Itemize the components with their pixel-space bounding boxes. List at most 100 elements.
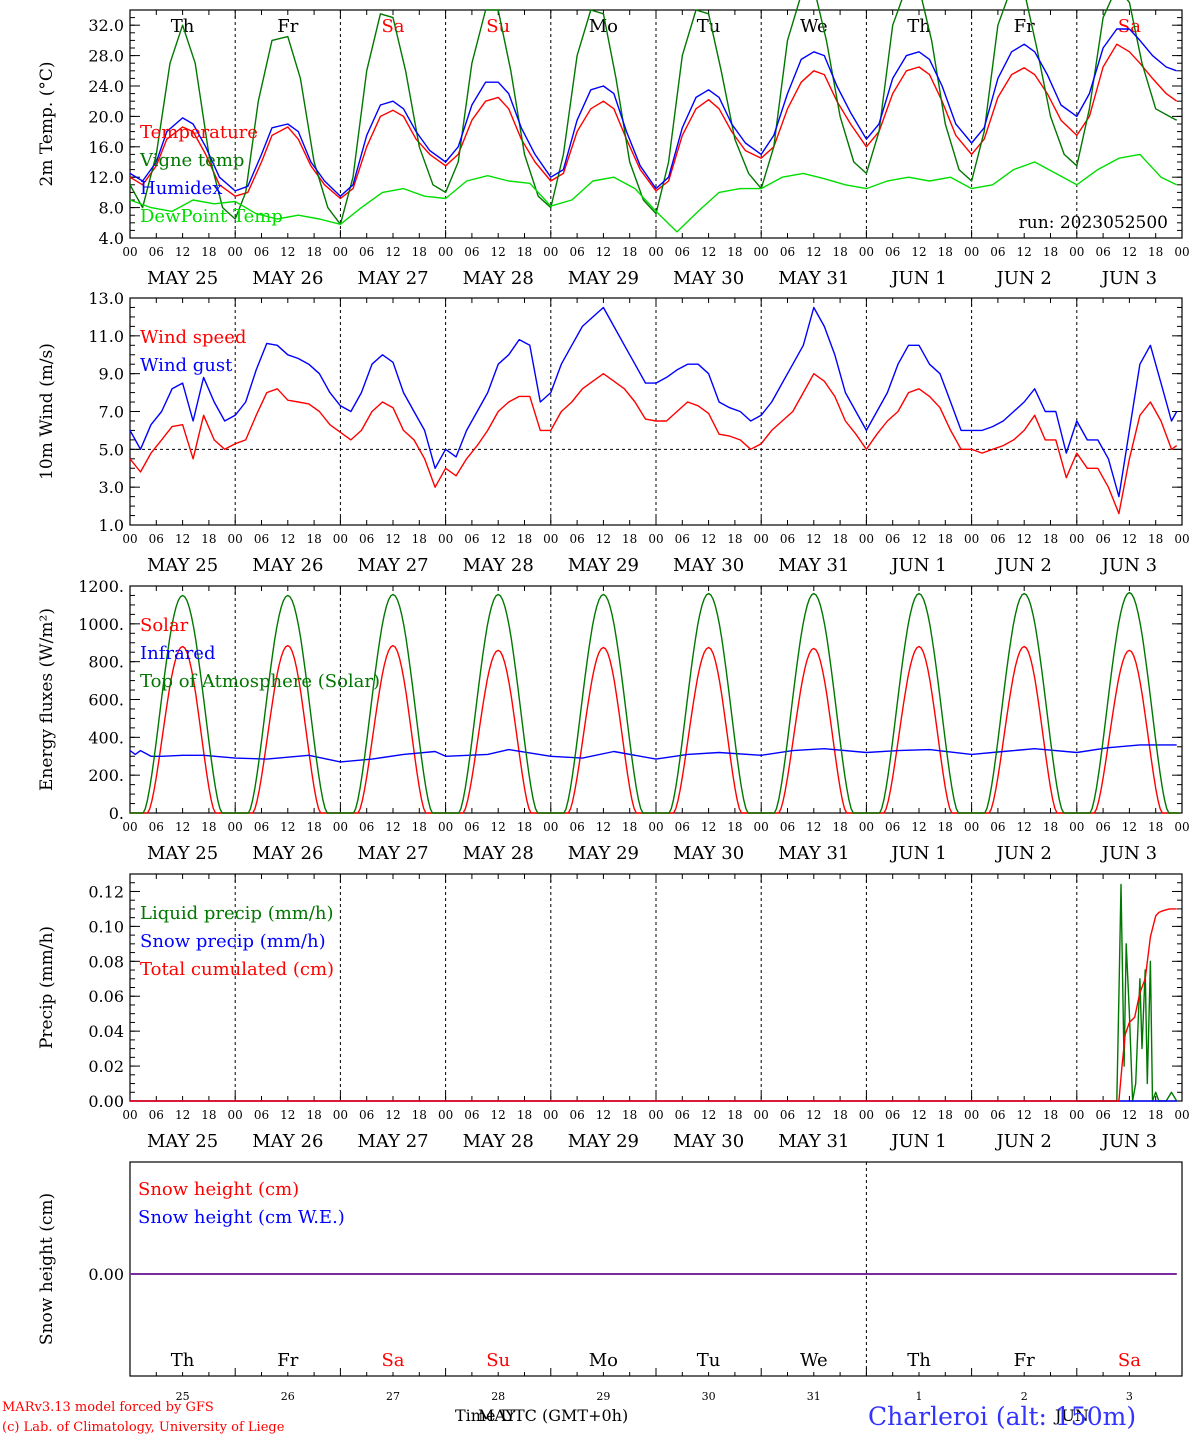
y-tick-label: 0.06 xyxy=(88,987,124,1006)
hour-tick-label: 18 xyxy=(1043,532,1058,546)
hour-tick-label: 18 xyxy=(517,245,532,259)
hour-tick-label: 06 xyxy=(675,1108,690,1122)
weekday-label: Su xyxy=(486,16,510,37)
day-number-label: 30 xyxy=(702,1390,716,1403)
hour-tick-label: 18 xyxy=(727,245,742,259)
hour-tick-label: 06 xyxy=(254,532,269,546)
hour-tick-label: 12 xyxy=(175,820,190,834)
hour-tick-label: 18 xyxy=(517,532,532,546)
date-label: MAY 26 xyxy=(252,268,323,289)
date-label: JUN 2 xyxy=(995,1131,1052,1152)
hour-tick-label: 12 xyxy=(491,820,506,834)
hour-tick-label: 00 xyxy=(543,1108,558,1122)
hour-tick-label: 18 xyxy=(832,532,847,546)
hour-tick-label: 00 xyxy=(333,532,348,546)
y-tick-label: 8.0 xyxy=(99,199,124,218)
hour-tick-label: 06 xyxy=(359,245,374,259)
hour-tick-label: 12 xyxy=(806,245,821,259)
hour-tick-label: 12 xyxy=(911,820,926,834)
hour-tick-label: 00 xyxy=(754,245,769,259)
hour-tick-label: 06 xyxy=(149,532,164,546)
hour-tick-label: 12 xyxy=(806,1108,821,1122)
station-label: Charleroi (alt: 150m) xyxy=(868,1402,1137,1431)
weekday-label: Fr xyxy=(1014,16,1035,37)
hour-tick-label: 12 xyxy=(1017,1108,1032,1122)
hour-tick-label: 18 xyxy=(938,1108,953,1122)
hour-tick-label: 06 xyxy=(1095,245,1110,259)
hour-tick-label: 18 xyxy=(1148,532,1163,546)
date-label: MAY 27 xyxy=(357,555,428,576)
weekday-label: Mo xyxy=(589,1350,618,1371)
date-label: MAY 29 xyxy=(568,1131,639,1152)
hour-tick-label: 12 xyxy=(701,1108,716,1122)
hour-tick-label: 06 xyxy=(254,820,269,834)
hour-tick-label: 12 xyxy=(280,1108,295,1122)
y-tick-label: 3.0 xyxy=(99,478,124,497)
hour-tick-label: 06 xyxy=(780,245,795,259)
series-line-red xyxy=(129,373,1178,515)
hour-tick-label: 12 xyxy=(1122,532,1137,546)
series-line-red xyxy=(129,43,1178,200)
day-number-label: 2 xyxy=(1021,1390,1028,1403)
date-label: JUN 2 xyxy=(995,843,1052,864)
hour-tick-label: 18 xyxy=(1148,1108,1163,1122)
series-line-blue xyxy=(129,28,1177,197)
hour-tick-label: 18 xyxy=(1043,245,1058,259)
hour-tick-label: 06 xyxy=(569,245,584,259)
date-label: MAY 27 xyxy=(357,1131,428,1152)
weekday-label: Sa xyxy=(1118,16,1141,37)
hour-tick-label: 06 xyxy=(990,1108,1005,1122)
date-label: MAY 26 xyxy=(252,1131,323,1152)
hour-tick-label: 00 xyxy=(1069,245,1084,259)
hour-tick-label: 00 xyxy=(1174,820,1189,834)
legend-entry: Wind speed xyxy=(140,327,246,348)
weekday-label: Th xyxy=(907,16,931,37)
y-tick-label: 1.0 xyxy=(99,516,124,535)
y-tick-label: 1200. xyxy=(78,577,124,596)
hour-tick-label: 06 xyxy=(780,820,795,834)
weekday-label: Fr xyxy=(277,16,298,37)
hour-tick-label: 12 xyxy=(491,532,506,546)
hour-tick-label: 06 xyxy=(885,820,900,834)
date-label: MAY 30 xyxy=(673,268,744,289)
hour-tick-label: 06 xyxy=(359,1108,374,1122)
day-number-label: 3 xyxy=(1126,1390,1133,1403)
date-label: MAY 29 xyxy=(568,555,639,576)
date-label: MAY 30 xyxy=(673,843,744,864)
legend-entry: Total cumulated (cm) xyxy=(140,959,334,980)
legend-entry: Liquid precip (mm/h) xyxy=(140,903,334,924)
hour-tick-label: 06 xyxy=(675,820,690,834)
date-label: MAY 25 xyxy=(147,843,218,864)
date-label: JUN 1 xyxy=(889,1131,946,1152)
day-number-label: 27 xyxy=(386,1390,400,1403)
series-line-green xyxy=(129,0,1178,225)
legend-entry: Vigne temp xyxy=(139,150,244,171)
weekday-label: Sa xyxy=(1118,1350,1141,1371)
hour-tick-label: 12 xyxy=(1017,820,1032,834)
legend-entry: Snow height (cm W.E.) xyxy=(138,1207,345,1228)
run-label: run: 2023052500 xyxy=(1019,213,1168,233)
hour-tick-label: 06 xyxy=(990,245,1005,259)
day-number-label: 28 xyxy=(491,1390,505,1403)
hour-tick-label: 18 xyxy=(1148,245,1163,259)
y-tick-label: 11.0 xyxy=(88,327,124,346)
hour-tick-label: 12 xyxy=(701,245,716,259)
hour-tick-label: 12 xyxy=(175,532,190,546)
hour-tick-label: 00 xyxy=(859,1108,874,1122)
y-tick-label: 800. xyxy=(88,653,124,672)
time-axis-label: Time UTC (GMT+0h) xyxy=(455,1406,629,1425)
hour-tick-label: 06 xyxy=(149,1108,164,1122)
weekday-label: Tu xyxy=(697,16,721,37)
date-label: JUN 1 xyxy=(889,843,946,864)
y-tick-label: 9.0 xyxy=(99,365,124,384)
hour-tick-label: 00 xyxy=(754,820,769,834)
hour-tick-label: 06 xyxy=(569,532,584,546)
y-tick-label: 32.0 xyxy=(88,16,124,35)
date-label: JUN 1 xyxy=(889,555,946,576)
hour-tick-label: 06 xyxy=(149,820,164,834)
hour-tick-label: 00 xyxy=(1069,532,1084,546)
legend-entry: Top of Atmosphere (Solar) xyxy=(140,671,380,692)
hour-tick-label: 12 xyxy=(385,1108,400,1122)
hour-tick-label: 00 xyxy=(1069,1108,1084,1122)
hour-tick-label: 00 xyxy=(648,532,663,546)
